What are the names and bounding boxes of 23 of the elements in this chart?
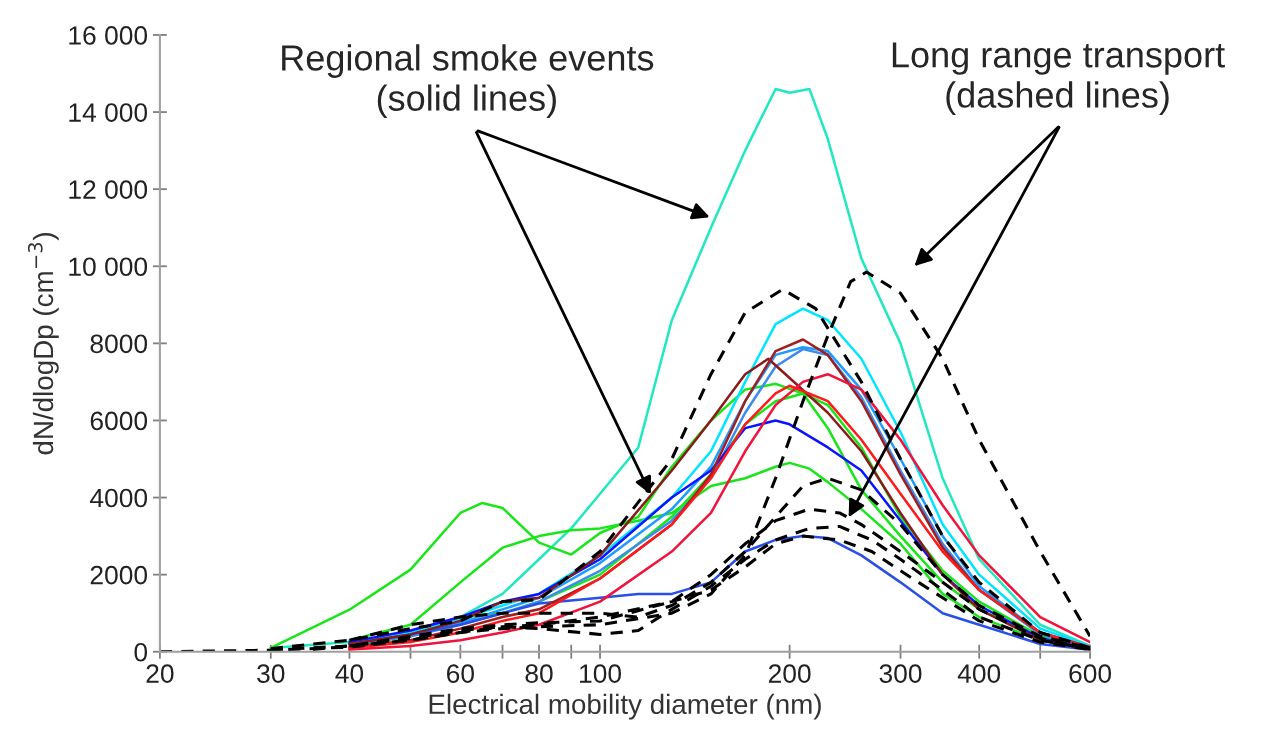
x-tick-label: 80 — [525, 664, 553, 683]
x-tick-label: 40 — [335, 664, 364, 683]
y-tick-label: 8000 — [90, 334, 148, 354]
y-tick-label: 14 000 — [69, 103, 148, 122]
y-tick-label: 6000 — [90, 411, 148, 431]
y-tick-label: 12 000 — [69, 180, 148, 199]
x-tick-label: 400 — [957, 664, 1001, 683]
x-tick-label: 100 — [580, 664, 622, 683]
x-tick-label: 20 — [146, 664, 174, 683]
y-tick-label: 10 000 — [69, 257, 148, 277]
y-tick-label: 4000 — [90, 488, 148, 508]
annotation: Regional smoke events (solid lines) — [282, 44, 654, 119]
y-tick-label: 0 — [134, 642, 148, 662]
y-tick-label: 2000 — [90, 565, 148, 585]
x-tick-label: 300 — [879, 664, 922, 683]
annotation: Long range transport (dashed lines) — [892, 42, 1225, 115]
x-tick-label: 600 — [1069, 664, 1112, 683]
x-tick-label: 30 — [257, 664, 285, 683]
x-tick-label: 200 — [768, 664, 811, 683]
x-axis-title: Electrical mobility diameter (nm) — [429, 693, 821, 720]
y-axis-title: dN/dlogDp (cm$^{−3}$) — [27, 233, 59, 455]
y-tick-label: 16 000 — [69, 26, 148, 45]
x-tick-label: 60 — [447, 664, 474, 683]
